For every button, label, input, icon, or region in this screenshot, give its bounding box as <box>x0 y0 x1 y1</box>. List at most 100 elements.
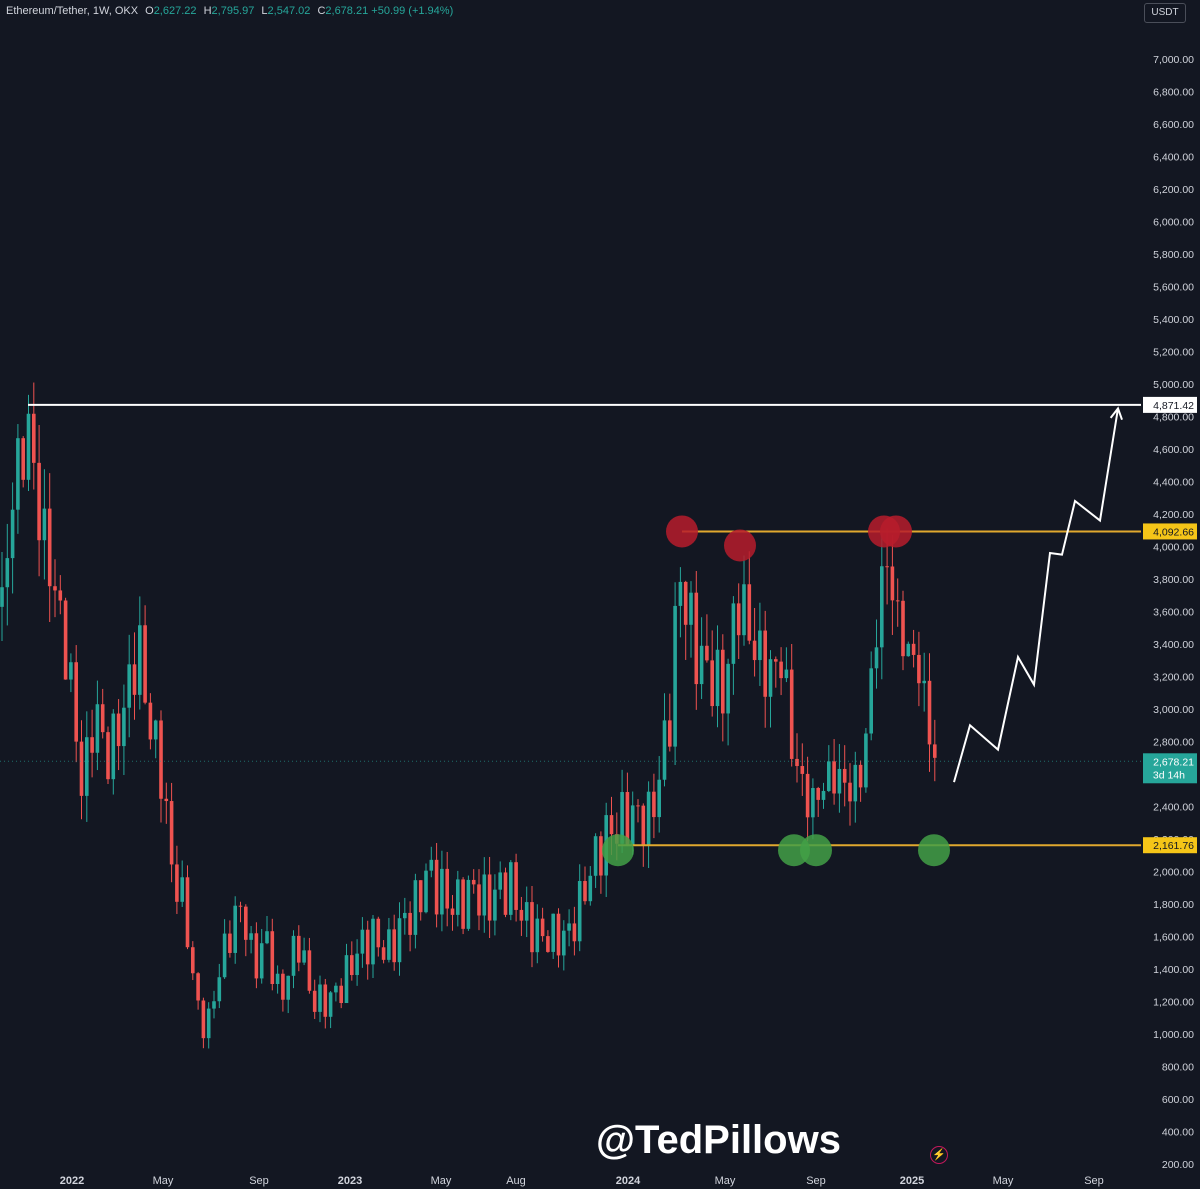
candle-body[interactable] <box>848 782 852 802</box>
candle-body[interactable] <box>244 906 248 940</box>
candle-body[interactable] <box>583 881 587 902</box>
candle-body[interactable] <box>540 918 545 937</box>
price-axis-background[interactable] <box>1141 24 1200 1164</box>
candle-body[interactable] <box>933 744 937 758</box>
candle-body[interactable] <box>217 977 222 1002</box>
candle-body[interactable] <box>58 590 63 601</box>
candle-body[interactable] <box>503 872 508 915</box>
candle-body[interactable] <box>169 801 174 865</box>
candle-body[interactable] <box>233 905 237 953</box>
candle-body[interactable] <box>456 879 460 915</box>
candle-body[interactable] <box>297 935 301 963</box>
candle-body[interactable] <box>906 643 911 657</box>
candle-body[interactable] <box>132 664 137 695</box>
candle-body[interactable] <box>858 764 863 788</box>
candle-body[interactable] <box>471 879 476 885</box>
candle-body[interactable] <box>164 798 169 802</box>
candle-body[interactable] <box>588 875 593 902</box>
candle-body[interactable] <box>281 973 285 1000</box>
candle-body[interactable] <box>699 645 704 685</box>
candle-body[interactable] <box>668 720 672 747</box>
candle-body[interactable] <box>79 741 84 796</box>
candle-body[interactable] <box>10 509 15 559</box>
candle-body[interactable] <box>572 923 577 942</box>
candle-body[interactable] <box>842 768 847 783</box>
candle-body[interactable] <box>138 625 142 695</box>
candle-body[interactable] <box>832 761 836 794</box>
candle-body[interactable] <box>747 584 752 641</box>
symbol-name[interactable]: Ethereum/Tether, 1W, OKX <box>6 5 139 17</box>
candle-body[interactable] <box>249 933 253 940</box>
candle-body[interactable] <box>265 931 269 944</box>
candle-body[interactable] <box>901 600 905 657</box>
candle-body[interactable] <box>408 912 412 935</box>
candle-body[interactable] <box>895 600 900 602</box>
candle-body[interactable] <box>593 836 598 876</box>
currency-button[interactable]: USDT <box>1144 3 1186 23</box>
candle-body[interactable] <box>424 870 428 913</box>
candle-body[interactable] <box>726 663 730 714</box>
candle-body[interactable] <box>153 720 158 740</box>
candle-body[interactable] <box>652 791 656 818</box>
candle-body[interactable] <box>657 779 661 818</box>
candle-body[interactable] <box>106 732 110 780</box>
candle-body[interactable] <box>413 880 418 935</box>
candle-body[interactable] <box>116 713 121 747</box>
candle-body[interactable] <box>705 645 709 661</box>
candle-body[interactable] <box>122 707 126 747</box>
candle-body[interactable] <box>784 669 789 679</box>
candle-body[interactable] <box>334 985 338 993</box>
candle-body[interactable] <box>196 973 200 1001</box>
candle-body[interactable] <box>721 649 725 714</box>
candle-body[interactable] <box>493 889 497 921</box>
candle-body[interactable] <box>350 955 354 976</box>
candle-body[interactable] <box>927 680 932 745</box>
candle-body[interactable] <box>339 985 343 1004</box>
candle-body[interactable] <box>498 872 502 890</box>
candle-body[interactable] <box>328 992 333 1017</box>
candle-body[interactable] <box>254 933 259 979</box>
candle-body[interactable] <box>742 584 746 636</box>
candle-body[interactable] <box>752 640 757 661</box>
lightning-icon[interactable]: ⚡ <box>930 1146 948 1164</box>
candle-body[interactable] <box>418 880 423 913</box>
candle-body[interactable] <box>519 909 524 921</box>
candle-body[interactable] <box>636 805 640 807</box>
candle-body[interactable] <box>689 592 693 625</box>
candle-body[interactable] <box>646 791 651 846</box>
candle-body[interactable] <box>715 649 720 707</box>
candle-body[interactable] <box>864 733 868 788</box>
candle-body[interactable] <box>524 902 529 921</box>
candle-body[interactable] <box>890 566 895 601</box>
candle-body[interactable] <box>100 704 105 733</box>
candle-body[interactable] <box>551 913 555 952</box>
candle-body[interactable] <box>323 984 328 1017</box>
candle-body[interactable] <box>599 836 603 876</box>
candle-body[interactable] <box>344 955 349 1004</box>
candle-body[interactable] <box>710 660 714 707</box>
candle-body[interactable] <box>85 737 89 796</box>
candle-body[interactable] <box>440 868 444 915</box>
candle-body[interactable] <box>530 902 534 953</box>
candle-body[interactable] <box>880 566 884 648</box>
candle-body[interactable] <box>562 930 566 956</box>
candle-body[interactable] <box>180 877 184 902</box>
candle-body[interactable] <box>360 929 365 954</box>
candle-body[interactable] <box>191 947 195 974</box>
candle-body[interactable] <box>127 664 131 708</box>
candle-body[interactable] <box>678 581 683 606</box>
candle-body[interactable] <box>387 929 391 960</box>
candle-body[interactable] <box>546 936 550 952</box>
candle-body[interactable] <box>228 933 232 953</box>
candle-body[interactable] <box>270 931 275 985</box>
candle-body[interactable] <box>312 990 317 1012</box>
candle-body[interactable] <box>673 605 677 747</box>
candle-body[interactable] <box>816 788 820 800</box>
candle-body[interactable] <box>222 933 227 978</box>
candle-body[interactable] <box>509 862 513 915</box>
candle-body[interactable] <box>69 662 73 680</box>
candle-body[interactable] <box>159 720 163 799</box>
candle-body[interactable] <box>16 438 20 510</box>
candle-body[interactable] <box>805 773 810 818</box>
